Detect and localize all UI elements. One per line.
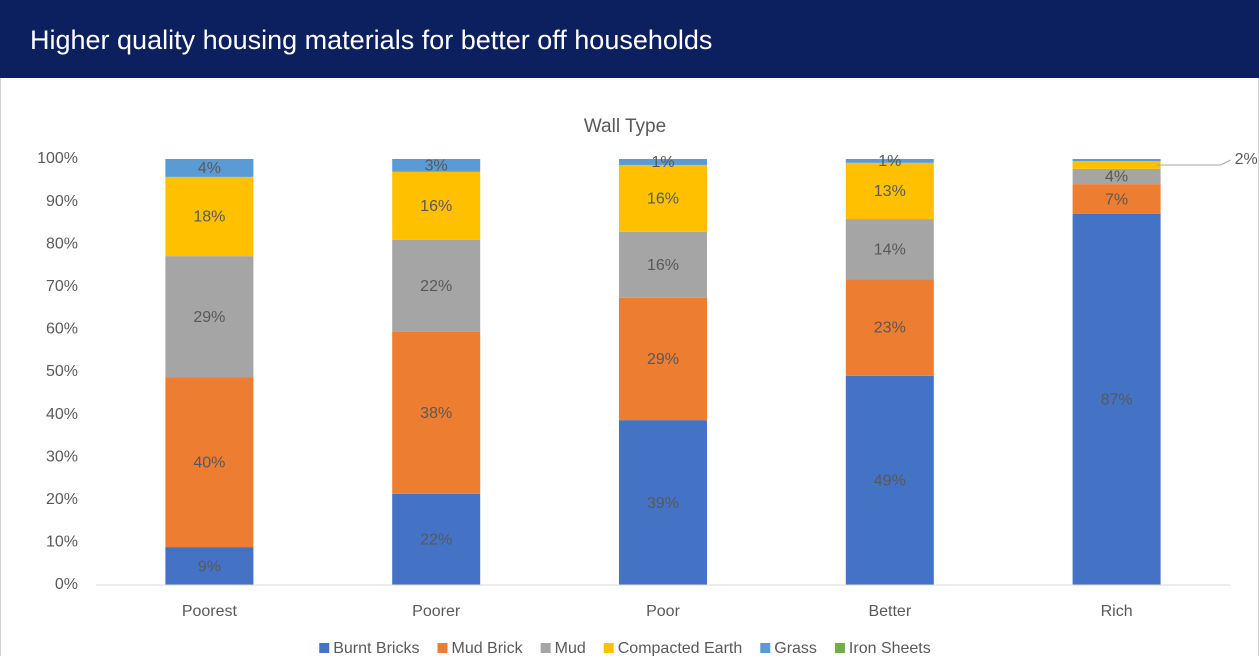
bar-segment: [845, 219, 934, 280]
y-tick-label: 20%: [46, 491, 78, 508]
data-label: 13%: [874, 183, 906, 200]
data-label: 38%: [420, 405, 452, 422]
legend-label: Iron Sheets: [849, 640, 931, 656]
y-tick-label: 100%: [37, 150, 78, 167]
y-tick-label: 80%: [46, 235, 78, 252]
data-label: 29%: [647, 351, 679, 368]
data-label: 9%: [198, 558, 221, 575]
bar-segment: [165, 547, 254, 585]
bar-segment: [845, 162, 934, 220]
legend-label: Compacted Earth: [618, 640, 743, 656]
y-tick-label: 40%: [46, 406, 78, 423]
data-label: 1%: [878, 153, 901, 170]
bar-segment: [1072, 159, 1161, 162]
legend-label: Burnt Bricks: [333, 640, 419, 656]
bar-segment: [619, 231, 707, 298]
bar-segment: [392, 493, 481, 585]
bar-segment: [1072, 184, 1161, 214]
data-label: 14%: [874, 241, 906, 258]
legend-swatch: [760, 643, 771, 653]
data-label: 22%: [420, 532, 452, 549]
bar-segment: [845, 279, 934, 376]
data-label: 1%: [651, 154, 674, 171]
header-banner: [0, 0, 1259, 78]
bar-segment: [165, 256, 254, 378]
legend-swatch: [437, 643, 448, 653]
x-tick-label: Rich: [1101, 603, 1133, 620]
data-label: 23%: [874, 320, 906, 337]
bar-segment: [392, 171, 481, 240]
bar-segment: [392, 331, 481, 494]
y-tick-label: 30%: [46, 448, 78, 465]
bar-segment: [619, 164, 707, 232]
bar-segment: [392, 159, 481, 172]
bar-segment: [619, 297, 707, 421]
bar-segment: [619, 159, 707, 165]
y-tick-label: 0%: [55, 576, 78, 593]
header-title: Higher quality housing materials for bet…: [30, 25, 712, 55]
data-label: 18%: [193, 209, 225, 226]
data-label: 40%: [193, 454, 225, 471]
data-label: 22%: [420, 278, 452, 295]
bar-segment: [1072, 161, 1161, 169]
y-tick-label: 50%: [46, 363, 78, 380]
bar-segment: [619, 420, 707, 585]
y-tick-label: 10%: [46, 534, 78, 551]
bar-segment: [1072, 168, 1161, 185]
bar-segment: [845, 159, 934, 163]
data-label: 3%: [425, 158, 448, 175]
data-label: 7%: [1105, 191, 1128, 208]
y-tick-label: 90%: [46, 193, 78, 210]
data-label: 2%: [1235, 151, 1258, 168]
bar-segment: [1072, 213, 1161, 586]
bar-segment: [392, 239, 481, 332]
legend-swatch: [603, 643, 614, 653]
bar-segment: [165, 159, 254, 177]
x-tick-label: Poorest: [182, 603, 238, 620]
x-tick-label: Poorer: [412, 603, 461, 620]
data-label: 16%: [647, 191, 679, 208]
x-tick-label: Poor: [646, 603, 680, 620]
data-label: 29%: [193, 309, 225, 326]
data-label: 4%: [198, 160, 221, 177]
chart-title: Wall Type: [584, 116, 666, 137]
legend-swatch: [540, 643, 551, 653]
x-tick-label: Better: [868, 603, 911, 620]
legend-swatch: [319, 643, 330, 653]
data-label: 49%: [874, 473, 906, 490]
y-tick-label: 70%: [46, 278, 78, 295]
data-label: 87%: [1101, 392, 1133, 409]
bar-segment: [165, 377, 254, 548]
label-leader: [1156, 159, 1231, 166]
legend-label: Mud Brick: [451, 640, 523, 656]
y-tick-label: 60%: [46, 321, 78, 338]
data-label: 4%: [1105, 169, 1128, 186]
bar-segment: [165, 176, 254, 257]
bar-segment: [845, 375, 934, 585]
data-label: 16%: [420, 198, 452, 215]
legend-swatch: [834, 643, 845, 653]
data-label: 16%: [647, 257, 679, 274]
legend-label: Mud: [555, 640, 586, 656]
legend-label: Grass: [774, 640, 817, 656]
data-label: 39%: [647, 495, 679, 512]
